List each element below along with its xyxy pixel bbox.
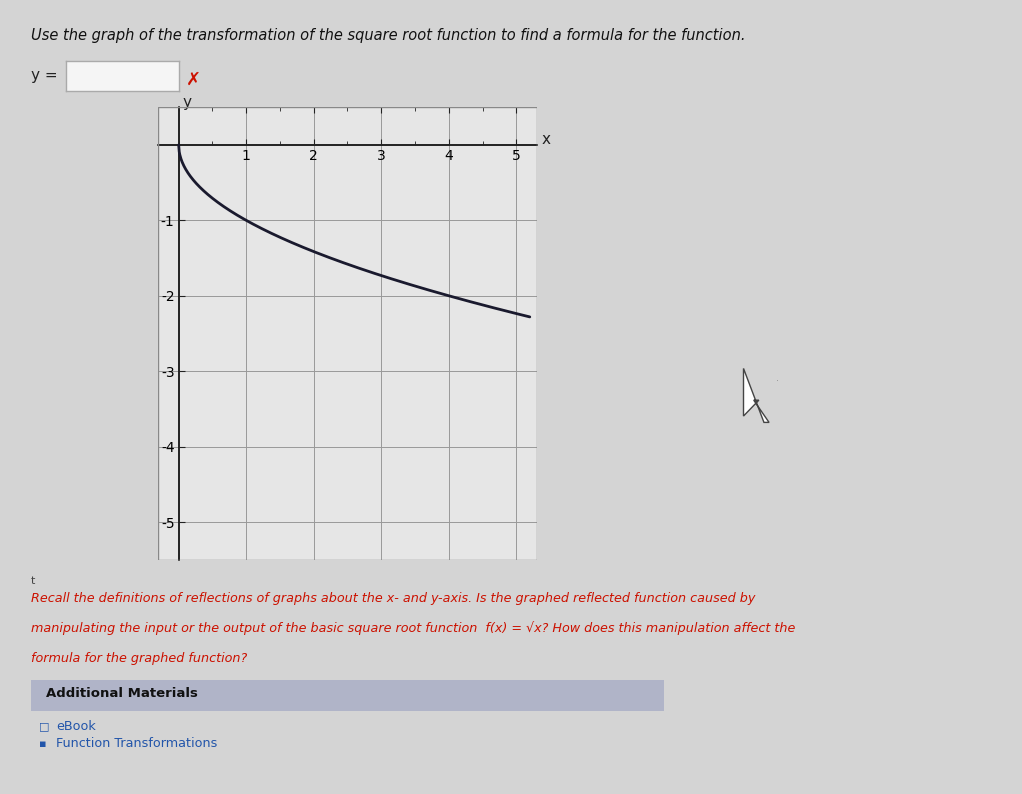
Text: Function Transformations: Function Transformations [56, 738, 218, 750]
Text: ✗: ✗ [186, 71, 201, 88]
Text: formula for the graphed function?: formula for the graphed function? [31, 652, 247, 665]
Text: Recall the definitions of reflections of graphs about the x- and y-axis. Is the : Recall the definitions of reflections of… [31, 592, 755, 604]
Text: t: t [31, 576, 35, 586]
Text: y: y [182, 95, 191, 110]
Text: □: □ [39, 722, 49, 731]
Text: y =: y = [31, 68, 57, 83]
Text: Use the graph of the transformation of the square root function to find a formul: Use the graph of the transformation of t… [31, 28, 745, 43]
Text: ▪: ▪ [39, 739, 46, 749]
Text: x: x [542, 132, 551, 147]
Text: Additional Materials: Additional Materials [46, 688, 198, 700]
Polygon shape [743, 368, 770, 422]
Text: manipulating the input or the output of the basic square root function  f(x) = √: manipulating the input or the output of … [31, 622, 795, 635]
Text: eBook: eBook [56, 720, 96, 733]
Text: ↵: ↵ [777, 380, 778, 381]
